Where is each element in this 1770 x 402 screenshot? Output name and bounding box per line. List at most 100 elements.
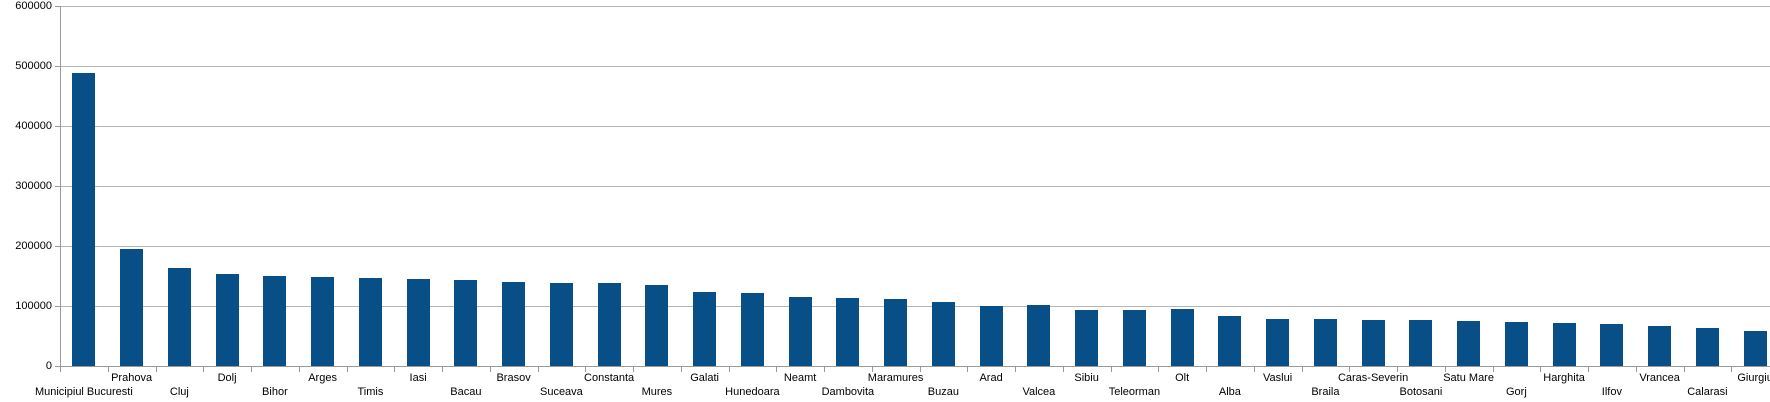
- x-axis-tick-label: Vaslui: [1263, 372, 1293, 384]
- x-axis-tick: [60, 367, 61, 372]
- x-axis-tick: [1111, 367, 1112, 372]
- x-axis-tick: [251, 367, 252, 372]
- x-axis-tick: [633, 367, 634, 372]
- x-axis-tick: [1493, 367, 1494, 372]
- x-axis-tick-label: Sibiu: [1074, 372, 1099, 384]
- bar: [931, 302, 955, 366]
- gridline: [60, 306, 1770, 307]
- x-axis-tick: [299, 367, 300, 372]
- x-axis-tick: [1302, 367, 1303, 372]
- x-axis-tick-label: Arad: [979, 372, 1003, 384]
- y-axis-line: [60, 6, 61, 366]
- x-axis-tick: [1206, 367, 1207, 372]
- x-axis-tick-label: Harghita: [1543, 372, 1585, 384]
- x-axis-tick: [156, 367, 157, 372]
- bar: [215, 274, 239, 366]
- x-axis-tick-label: Caras-Severin: [1337, 372, 1409, 384]
- x-axis-tick-label: Hunedoara: [725, 386, 780, 398]
- x-axis-tick: [1063, 367, 1064, 372]
- x-axis-tick: [824, 367, 825, 372]
- y-axis-tick: [55, 366, 60, 367]
- bar: [1552, 323, 1576, 366]
- x-axis-tick-label: Bacau: [450, 386, 482, 398]
- y-axis-tick-label: 400000: [15, 120, 52, 132]
- bar: [1266, 319, 1290, 366]
- x-axis-tick-label: Maramures: [867, 372, 924, 384]
- x-axis-tick: [1731, 367, 1732, 372]
- x-axis-tick-label: Botosani: [1399, 386, 1443, 398]
- x-axis-tick-label: Calarasi: [1687, 386, 1728, 398]
- y-axis-tick: [55, 66, 60, 67]
- x-axis-tick-label: Vrancea: [1639, 372, 1680, 384]
- y-axis-tick-label: 100000: [15, 300, 52, 312]
- bar: [1648, 326, 1672, 366]
- x-axis-tick-label: Cluj: [169, 386, 189, 398]
- y-axis-tick-label: 600000: [15, 0, 52, 12]
- bar: [1743, 331, 1767, 366]
- x-axis-tick-label: Giurgiu: [1737, 372, 1770, 384]
- bar: [1600, 324, 1624, 366]
- x-axis-tick: [1349, 367, 1350, 372]
- x-axis-tick-label: Bihor: [262, 386, 288, 398]
- bar: [979, 306, 1003, 366]
- bar: [597, 283, 621, 366]
- x-axis-tick-label: Mures: [641, 386, 673, 398]
- x-axis-tick: [1445, 367, 1446, 372]
- bar: [1504, 322, 1528, 366]
- bar: [645, 285, 669, 366]
- x-axis-tick: [1684, 367, 1685, 372]
- x-axis-tick-label: Alba: [1218, 386, 1241, 398]
- bar: [1457, 321, 1481, 366]
- x-axis-tick: [394, 367, 395, 372]
- x-axis-tick-label: Neamt: [783, 372, 817, 384]
- gridline: [60, 6, 1770, 7]
- x-axis-tick: [203, 367, 204, 372]
- x-axis-tick: [1588, 367, 1589, 372]
- x-axis-tick: [681, 367, 682, 372]
- bar: [1170, 309, 1194, 366]
- x-axis-tick: [967, 367, 968, 372]
- bar: [358, 278, 382, 366]
- bar: [1218, 316, 1242, 366]
- x-axis-tick: [1636, 367, 1637, 372]
- x-axis-tick-label: Municipiul Bucuresti: [34, 386, 133, 398]
- x-axis-tick-label: Buzau: [927, 386, 959, 398]
- x-axis-tick: [920, 367, 921, 372]
- gridline: [60, 246, 1770, 247]
- x-axis-tick: [1158, 367, 1159, 372]
- x-axis-tick: [1015, 367, 1016, 372]
- bar: [1122, 310, 1146, 366]
- x-axis-tick-label: Dambovita: [821, 386, 875, 398]
- x-axis-tick-label: Gorj: [1506, 386, 1527, 398]
- x-axis-tick-label: Braila: [1311, 386, 1340, 398]
- x-axis-tick-label: Ilfov: [1601, 386, 1622, 398]
- x-axis-tick: [776, 367, 777, 372]
- bar: [1361, 320, 1385, 366]
- bar: [549, 283, 573, 366]
- gridline: [60, 66, 1770, 67]
- x-axis-tick: [442, 367, 443, 372]
- bar: [167, 268, 191, 366]
- bar: [311, 277, 335, 366]
- bar: [1075, 310, 1099, 366]
- x-axis-tick: [1397, 367, 1398, 372]
- x-axis-tick-label: Galati: [690, 372, 719, 384]
- bar: [454, 280, 478, 366]
- x-axis-tick-label: Teleorman: [1108, 386, 1161, 398]
- x-axis-tick-label: Suceava: [539, 386, 583, 398]
- y-axis-tick-label: 0: [45, 360, 52, 372]
- bar: [1409, 320, 1433, 366]
- bar: [1313, 319, 1337, 366]
- y-axis-tick-label: 500000: [15, 60, 52, 72]
- x-axis-tick: [1540, 367, 1541, 372]
- y-axis-tick: [55, 246, 60, 247]
- gridline: [60, 186, 1770, 187]
- x-axis-tick-label: Iasi: [409, 372, 427, 384]
- y-axis-tick-label: 300000: [15, 180, 52, 192]
- x-axis-tick-label: Olt: [1175, 372, 1190, 384]
- x-axis-tick: [729, 367, 730, 372]
- x-axis-tick-label: Timis: [357, 386, 384, 398]
- x-axis-tick: [872, 367, 873, 372]
- x-axis-tick: [347, 367, 348, 372]
- bar: [72, 73, 96, 366]
